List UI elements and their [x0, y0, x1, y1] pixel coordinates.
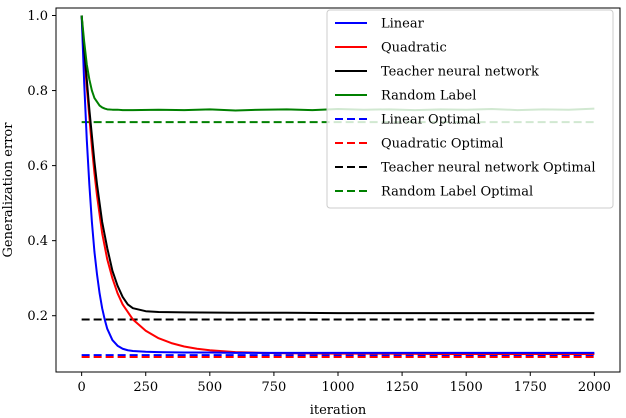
- y-tick-label: 0.8: [27, 84, 48, 99]
- y-tick-label: 1.0: [27, 9, 48, 24]
- x-tick-label: 500: [197, 380, 222, 395]
- legend-label: Teacher neural network: [381, 65, 539, 80]
- legend-label: Teacher neural network Optimal: [381, 161, 596, 176]
- y-tick-label: 0.6: [27, 159, 48, 174]
- y-tick-label: 0.2: [27, 309, 48, 324]
- x-axis-label: iteration: [310, 403, 367, 418]
- x-tick-label: 1250: [386, 380, 419, 395]
- y-axis-label: Generalization error: [1, 122, 16, 258]
- x-tick-label: 0: [77, 380, 85, 395]
- legend: Linear Quadratic Teacher neural network Ran…: [326, 9, 614, 209]
- series-line: [80, 15, 595, 315]
- legend-label: Linear Optimal: [381, 113, 481, 128]
- y-tick-label: 0.4: [27, 234, 48, 249]
- series-line: [80, 15, 595, 354]
- legend-label: Random Label: [381, 89, 476, 104]
- legend-label: Random Label Optimal: [381, 185, 533, 200]
- plot-lines: [80, 15, 595, 358]
- legend-label: Quadratic: [381, 41, 447, 56]
- x-axis: 0 250 500 750 1000 1250 1500 1750 2000: [77, 372, 611, 395]
- x-tick-label: 1000: [321, 380, 354, 395]
- legend-label: Quadratic Optimal: [381, 137, 503, 152]
- x-tick-label: 250: [133, 380, 158, 395]
- legend-label: Linear: [381, 17, 425, 32]
- x-tick-label: 2000: [578, 380, 611, 395]
- x-tick-label: 1500: [450, 380, 483, 395]
- x-tick-label: 750: [261, 380, 286, 395]
- y-axis: 0.2 0.4 0.6 0.8 1.0: [27, 9, 56, 324]
- legend-box: [326, 9, 614, 209]
- x-tick-label: 1750: [514, 380, 547, 395]
